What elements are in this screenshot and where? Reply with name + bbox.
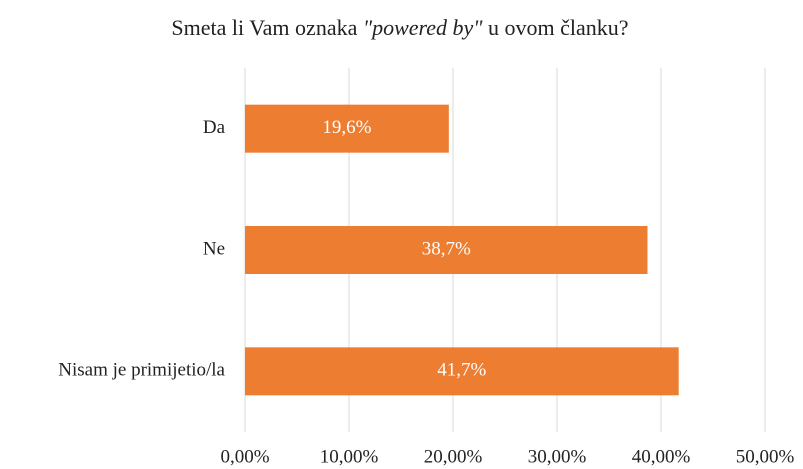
title-part: "powered by" [363, 15, 483, 40]
bar [245, 104, 449, 153]
data-label: 19,6% [322, 117, 371, 138]
bar [245, 347, 679, 396]
bar [245, 226, 648, 274]
x-tick-label: 20,00% [424, 446, 483, 467]
x-tick-label: 10,00% [320, 446, 379, 467]
x-tick-label: 30,00% [528, 446, 587, 467]
x-tick-label: 0,00% [220, 446, 269, 467]
data-label: 41,7% [437, 360, 486, 381]
chart-title: Smeta li Vam oznaka "powered by" u ovom … [171, 15, 628, 40]
data-label: 38,7% [422, 238, 471, 259]
y-tick-label: Da [203, 117, 226, 138]
x-tick-label: 50,00% [736, 446, 795, 467]
y-tick-label: Nisam je primijetio/la [58, 360, 225, 381]
x-tick-label: 40,00% [632, 446, 691, 467]
y-tick-label: Ne [203, 238, 225, 259]
title-part: u ovom članku? [483, 15, 629, 40]
title-part: Smeta li Vam oznaka [171, 15, 362, 40]
